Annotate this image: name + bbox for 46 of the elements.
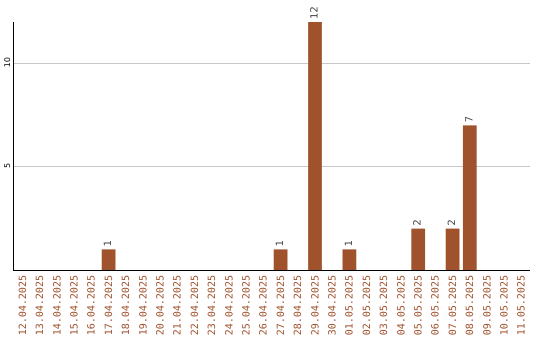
bar <box>308 22 322 270</box>
data-label: 1 <box>103 240 114 246</box>
x-tick-label: 24.04.2025 <box>224 275 236 336</box>
x-tick-label: 04.05.2025 <box>396 275 408 336</box>
x-tick-label: 14.04.2025 <box>52 275 64 336</box>
data-label: 1 <box>275 240 286 246</box>
x-tick-label: 27.04.2025 <box>276 275 287 336</box>
x-tick-label: 13.04.2025 <box>35 275 46 336</box>
bar <box>274 249 288 270</box>
data-label: 7 <box>464 116 476 122</box>
x-tick-label: 02.05.2025 <box>362 275 373 336</box>
x-tick-label: 08.05.2025 <box>465 275 476 336</box>
x-tick-label: 18.04.2025 <box>121 275 132 336</box>
x-tick-label: 17.04.2025 <box>104 275 115 336</box>
x-tick-label: 21.04.2025 <box>172 275 184 336</box>
x-tick-label: 01.05.2025 <box>344 275 356 336</box>
bar <box>446 228 460 270</box>
x-tick-label: 29.04.2025 <box>310 275 322 336</box>
x-tick-label: 23.04.2025 <box>207 275 218 336</box>
x-tick-label: 16.04.2025 <box>86 275 98 336</box>
x-tick-label: 28.04.2025 <box>293 275 304 336</box>
x-tick-label: 10.05.2025 <box>499 275 510 336</box>
x-tick-label: 15.04.2025 <box>69 275 80 336</box>
x-tick-label: 22.04.2025 <box>190 275 201 336</box>
data-label: 12 <box>310 6 320 19</box>
x-tick-label: 19.04.2025 <box>138 275 150 336</box>
x-tick-label: 20.04.2025 <box>155 275 166 336</box>
bar <box>342 249 356 270</box>
x-tick-label: 03.05.2025 <box>379 275 390 336</box>
x-tick-label: 11.05.2025 <box>516 275 528 336</box>
data-label: 1 <box>344 240 355 246</box>
x-tick-label: 06.05.2025 <box>430 275 442 336</box>
data-label: 2 <box>447 219 458 226</box>
x-tick-label: 25.04.2025 <box>241 275 252 336</box>
x-tick-label: 30.04.2025 <box>327 275 338 336</box>
bar <box>411 228 426 270</box>
x-tick-label: 26.04.2025 <box>258 275 270 336</box>
bar <box>462 125 477 270</box>
data-label: 2 <box>412 219 424 226</box>
x-tick-label: 05.05.2025 <box>413 275 424 336</box>
y-tick-label: 10 <box>2 57 12 68</box>
x-tick-label: 12.04.2025 <box>18 275 29 336</box>
bar <box>102 249 116 270</box>
x-tick-label: 09.05.2025 <box>482 275 494 336</box>
y-tick-label: 5 <box>2 162 12 168</box>
x-tick-label: 07.05.2025 <box>448 275 459 336</box>
